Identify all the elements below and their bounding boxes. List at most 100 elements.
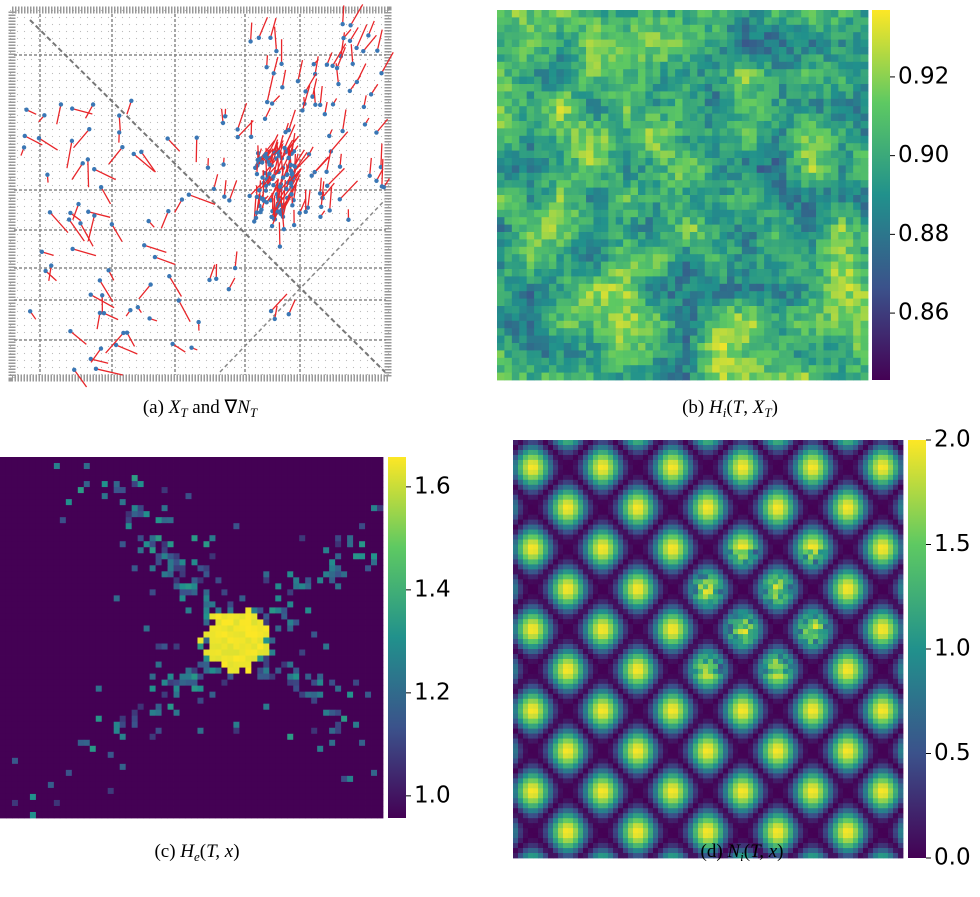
heatmap-cell	[83, 619, 91, 626]
heatmap-cell	[712, 306, 720, 314]
heatmap-cell	[191, 589, 198, 596]
heatmap-cell	[83, 559, 91, 566]
heatmap-cell	[329, 475, 336, 482]
heatmap-cell	[35, 601, 43, 608]
heatmap-cell	[71, 589, 79, 596]
heatmap-cell	[682, 320, 691, 329]
heatmap-cell	[600, 357, 609, 366]
heatmap-cell	[221, 535, 228, 542]
heatmap-cell	[801, 202, 810, 211]
heatmap-cell	[719, 143, 728, 151]
heatmap-cell	[209, 511, 216, 518]
heatmap-cell	[860, 128, 869, 137]
heatmap-cell	[534, 276, 542, 285]
heatmap-cell	[578, 47, 587, 55]
heatmap-cell	[600, 372, 609, 381]
arrow	[84, 104, 94, 119]
heatmap-cell	[741, 61, 750, 70]
heatmap-cell	[548, 328, 557, 336]
heatmap-cell	[830, 187, 839, 196]
heatmap-cell	[586, 32, 594, 40]
heatmap-cell	[233, 619, 240, 626]
particle	[330, 102, 336, 107]
heatmap-cell	[689, 261, 698, 270]
heatmap-cell	[305, 523, 312, 530]
heatmap-cell	[578, 224, 587, 233]
heatmap-cell	[623, 106, 631, 114]
heatmap-cell	[801, 32, 810, 40]
heatmap-cell	[197, 469, 204, 476]
heatmap-cell	[823, 32, 832, 40]
heatmap-cell	[778, 320, 787, 329]
heatmap-cell	[11, 565, 19, 572]
heatmap-cell	[245, 589, 252, 596]
heatmap-cell	[77, 553, 85, 560]
heatmap-cell	[125, 535, 133, 542]
heatmap-cell	[771, 135, 780, 144]
heatmap-cell	[667, 39, 676, 48]
heatmap-cell	[77, 547, 85, 554]
heatmap-cell	[801, 254, 810, 262]
heatmap-cell	[173, 523, 180, 530]
heatmap-cell	[727, 150, 735, 159]
heatmap-cell	[615, 195, 624, 203]
heatmap-cell	[727, 254, 735, 262]
heatmap-cell	[704, 54, 713, 63]
heatmap-cell	[548, 269, 557, 277]
heatmap-cell	[53, 505, 61, 512]
heatmap-cell	[209, 529, 216, 536]
heatmap-cell	[838, 328, 847, 336]
heatmap-cell	[281, 547, 288, 554]
particle	[274, 48, 279, 54]
heatmap-cell	[860, 335, 869, 344]
heatmap-cell	[209, 565, 216, 572]
heatmap-cell	[0, 577, 7, 584]
heatmap-cell	[215, 559, 222, 566]
heatmap-cell	[131, 595, 139, 602]
heatmap-cell	[519, 113, 528, 122]
heatmap-cell	[519, 24, 528, 33]
heatmap-cell	[203, 601, 210, 608]
heatmap-cell	[275, 469, 282, 476]
heatmap-cell	[5, 463, 13, 470]
heatmap-cell	[526, 135, 535, 144]
heatmap-cell	[101, 607, 109, 614]
heatmap-cell	[221, 625, 228, 632]
particle	[186, 192, 192, 197]
heatmap-cell	[764, 61, 772, 70]
heatmap-cell	[173, 589, 180, 596]
heatmap-cell	[838, 165, 847, 174]
heatmap-cell	[125, 577, 133, 584]
heatmap-cell	[293, 601, 300, 608]
heatmap-cell	[838, 106, 847, 114]
heatmap-cell	[808, 365, 817, 373]
heatmap-cell	[161, 535, 168, 542]
heatmap-cell	[95, 487, 103, 494]
heatmap-cell	[816, 61, 824, 70]
heatmap-cell	[203, 493, 210, 500]
heatmap-cell	[830, 254, 839, 262]
heatmap-cell	[137, 529, 145, 536]
heatmap-cell	[615, 217, 624, 225]
heatmap-cell	[749, 61, 758, 70]
heatmap-cell	[534, 17, 542, 26]
heatmap-cell	[563, 313, 572, 322]
heatmap-cell	[853, 350, 861, 359]
heatmap-cell	[586, 106, 594, 114]
heatmap-cell	[143, 559, 151, 566]
heatmap-cell	[808, 306, 817, 314]
heatmap-cell	[593, 61, 602, 70]
heatmap-cell	[239, 607, 246, 614]
heatmap-cell	[853, 17, 861, 26]
heatmap-cell	[65, 589, 73, 596]
heatmap-cell	[149, 517, 156, 524]
heatmap-cell	[853, 39, 861, 48]
heatmap-cell	[41, 565, 49, 572]
heatmap-cell	[53, 559, 61, 566]
heatmap-cell	[0, 517, 7, 524]
heatmap-cell	[860, 239, 869, 248]
heatmap-cell	[623, 61, 631, 70]
arrow	[362, 34, 377, 52]
heatmap-cell	[816, 150, 824, 159]
heatmap-cell	[0, 463, 7, 470]
